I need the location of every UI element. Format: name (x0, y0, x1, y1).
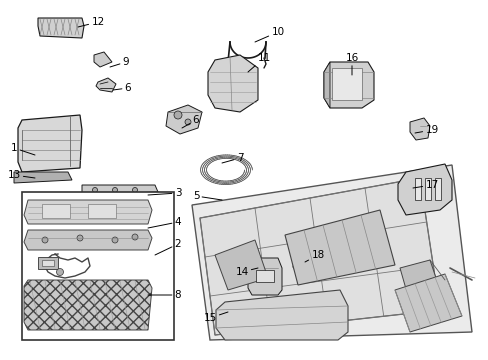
Polygon shape (394, 274, 461, 332)
Polygon shape (24, 230, 152, 250)
Polygon shape (96, 78, 116, 92)
Circle shape (42, 237, 48, 243)
Text: 19: 19 (414, 125, 438, 135)
Polygon shape (324, 62, 329, 108)
Text: 1: 1 (11, 143, 35, 155)
Text: 17: 17 (412, 180, 438, 190)
Text: 6: 6 (113, 83, 131, 93)
Text: 13: 13 (7, 170, 35, 180)
Polygon shape (216, 290, 347, 340)
Text: 6: 6 (182, 115, 199, 128)
Circle shape (112, 237, 118, 243)
Circle shape (77, 235, 83, 241)
Polygon shape (94, 52, 112, 67)
Bar (434, 178, 440, 200)
Circle shape (112, 188, 117, 193)
Polygon shape (18, 115, 82, 172)
Circle shape (132, 188, 137, 193)
Text: 16: 16 (345, 53, 358, 75)
Polygon shape (409, 118, 429, 140)
Polygon shape (165, 105, 202, 134)
Bar (256, 270, 273, 282)
Bar (414, 178, 420, 200)
Polygon shape (207, 55, 258, 112)
Polygon shape (324, 62, 373, 108)
Text: 4: 4 (148, 217, 181, 228)
Text: 7: 7 (222, 153, 243, 163)
Polygon shape (247, 258, 282, 295)
Text: 8: 8 (148, 290, 181, 300)
Circle shape (184, 119, 191, 125)
Text: 11: 11 (247, 53, 270, 72)
Bar (42, 260, 54, 266)
Polygon shape (24, 200, 152, 224)
Bar (22, 192, 174, 340)
Bar (424, 178, 430, 200)
Polygon shape (200, 178, 439, 335)
Text: 14: 14 (235, 267, 258, 277)
Polygon shape (292, 252, 319, 275)
Circle shape (174, 111, 182, 119)
Polygon shape (285, 210, 394, 285)
Text: 12: 12 (78, 17, 104, 27)
Text: 18: 18 (305, 250, 324, 262)
Bar (331, 68, 361, 100)
Circle shape (92, 188, 97, 193)
Polygon shape (82, 185, 158, 195)
Polygon shape (38, 18, 84, 38)
Polygon shape (215, 240, 267, 290)
Text: 3: 3 (148, 188, 181, 198)
Polygon shape (399, 260, 439, 296)
Polygon shape (397, 164, 451, 215)
Circle shape (132, 234, 138, 240)
Bar (38, 257, 58, 269)
Text: 9: 9 (110, 57, 129, 67)
Bar (42, 204, 70, 218)
Text: 2: 2 (155, 239, 181, 255)
Text: 5: 5 (192, 191, 222, 201)
Polygon shape (14, 172, 72, 183)
Text: 10: 10 (254, 27, 284, 42)
Polygon shape (192, 165, 471, 340)
Polygon shape (24, 280, 152, 330)
Circle shape (57, 269, 63, 275)
Text: 15: 15 (203, 312, 227, 323)
Bar (88, 204, 116, 218)
